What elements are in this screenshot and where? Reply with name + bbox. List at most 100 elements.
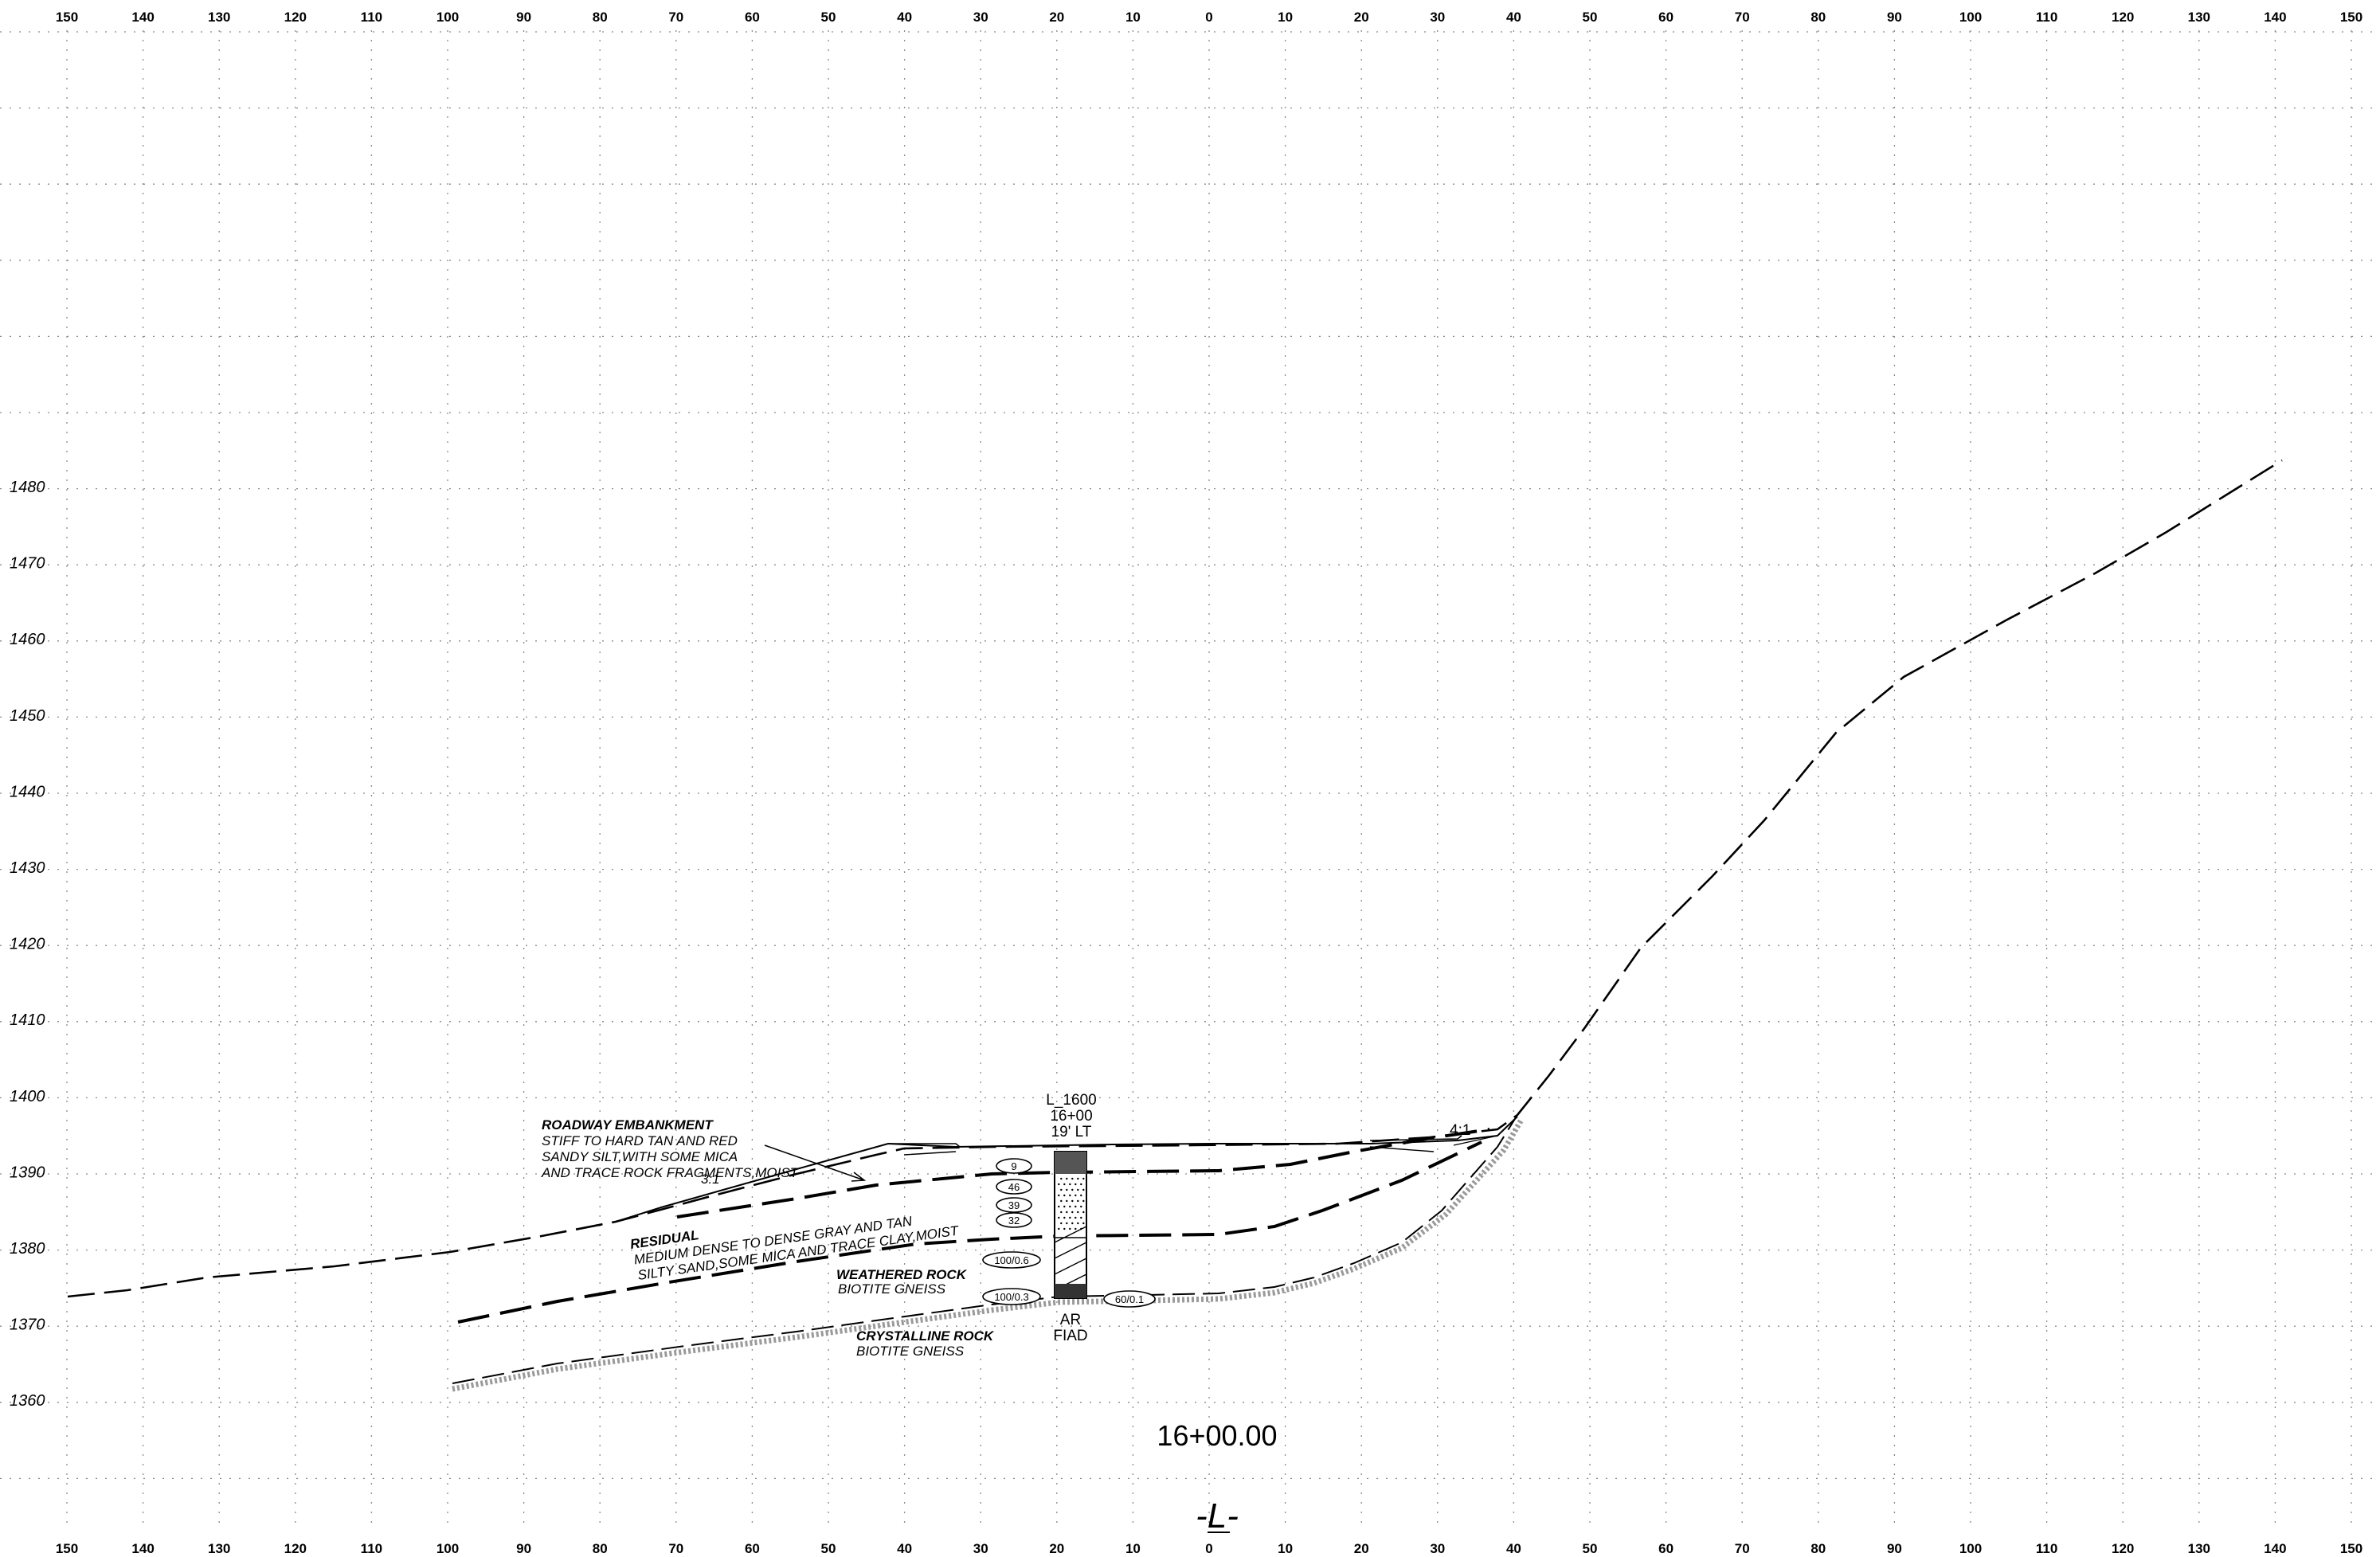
soil-stipple <box>1082 1199 1085 1203</box>
elevation-label: 1410 <box>10 1011 45 1029</box>
soil-stipple <box>1075 1183 1077 1186</box>
elevation-label: 1420 <box>10 936 45 953</box>
bottom-offset-label: 110 <box>2036 1541 2057 1556</box>
grid <box>0 30 2380 1525</box>
top-offset-label: 130 <box>2188 10 2210 25</box>
soil-stipple <box>1058 1205 1060 1208</box>
pavement-detail <box>888 1135 1462 1148</box>
soil-stipple <box>1069 1205 1071 1208</box>
bottom-offset-label: 100 <box>1959 1541 1982 1556</box>
top-offset-label: 70 <box>1735 10 1750 25</box>
soil-stipple <box>1066 1199 1068 1203</box>
embankment-line: AND TRACE ROCK FRAGMENTS,MOIST <box>541 1165 800 1180</box>
bottom-offset-label: 20 <box>1049 1541 1064 1556</box>
bottom-offset-label: 80 <box>593 1541 608 1556</box>
crystalline-rock-title: CRYSTALLINE ROCK <box>856 1328 995 1344</box>
soil-stipple <box>1082 1222 1085 1225</box>
bottom-offset-label: 150 <box>2340 1541 2362 1556</box>
bottom-offset-label: 120 <box>2112 1541 2134 1556</box>
bottom-offset-labels: 150 140 130 120 110 100 90 80 70 60 50 40 30 20 10 0 10 2… <box>56 1541 2362 1556</box>
bottom-offset-label: 100 <box>436 1541 459 1556</box>
top-offset-label: 140 <box>2264 10 2286 25</box>
top-offset-label: 70 <box>668 10 683 25</box>
crystalline-rock-note: CRYSTALLINE ROCK BIOTITE GNEISS <box>856 1328 995 1359</box>
bottom-offset-label: 50 <box>821 1541 836 1556</box>
soil-stipple <box>1066 1188 1068 1191</box>
crystalline-rock-line: BIOTITE GNEISS <box>856 1344 965 1359</box>
bottom-offset-label: 30 <box>1430 1541 1445 1556</box>
elevation-label: 1460 <box>10 631 45 648</box>
top-offset-label: 100 <box>1959 10 1982 25</box>
boring-id: L_1600 <box>1046 1092 1096 1109</box>
top-offset-label: 10 <box>1278 10 1293 25</box>
top-offset-label: 150 <box>56 10 78 25</box>
blow-count: 100/0.6 <box>982 1251 1041 1269</box>
crystalline-rock-boundary <box>452 1114 1525 1392</box>
elevation-labels: 1480 1470 1460 1450 1440 1430 1420 1410 1400 1390… <box>10 479 45 1410</box>
alignment-label: -L- <box>1196 1496 1239 1535</box>
bottom-offset-label: 90 <box>516 1541 531 1556</box>
soil-stipple <box>1069 1216 1071 1219</box>
bottom-offset-label: 30 <box>973 1541 988 1556</box>
elevation-label: 1470 <box>10 555 45 573</box>
soil-stipple <box>1075 1205 1077 1208</box>
top-offset-label: 10 <box>1125 10 1141 25</box>
embankment-residual-boundary <box>676 1128 1490 1219</box>
soil-stipple <box>1058 1216 1060 1219</box>
bottom-offset-label: 150 <box>56 1541 78 1556</box>
soil-stipple <box>1082 1188 1085 1191</box>
soil-stipple <box>1063 1183 1066 1186</box>
weathered-rock-line: BIOTITE GNEISS <box>838 1281 946 1297</box>
soil-stipple <box>1077 1199 1079 1203</box>
elevation-label: 1430 <box>10 859 45 877</box>
elevation-label: 1360 <box>10 1392 45 1410</box>
top-offset-label: 140 <box>131 10 154 25</box>
embankment-title: ROADWAY EMBANKMENT <box>542 1117 714 1133</box>
soil-stipple <box>1071 1177 1074 1180</box>
bottom-offset-label: 10 <box>1278 1541 1293 1556</box>
top-offset-label: 80 <box>1810 10 1826 25</box>
elevation-label: 1440 <box>10 783 45 800</box>
elevation-label: 1380 <box>10 1240 45 1258</box>
top-offset-labels: 150 140 130 120 110 100 90 80 70 60 50 40 30 20 10 0 10 2… <box>56 10 2362 25</box>
top-offset-label: 30 <box>1430 10 1445 25</box>
top-offset-label: 20 <box>1354 10 1369 25</box>
boring-termination-note: FIAD <box>1053 1328 1087 1344</box>
bottom-offset-label: 140 <box>131 1541 154 1556</box>
soil-stipple <box>1060 1222 1063 1225</box>
soil-stipple <box>1071 1199 1074 1203</box>
top-offset-label: 50 <box>821 10 836 25</box>
top-offset-label: 120 <box>2112 10 2134 25</box>
svg-text:100/0.3: 100/0.3 <box>994 1291 1028 1303</box>
residual-weathered-boundary <box>457 1140 1482 1324</box>
bottom-offset-label: 70 <box>668 1541 683 1556</box>
boring-offset: 19' LT <box>1051 1124 1092 1140</box>
blow-count: 32 <box>996 1212 1032 1228</box>
soil-stipple <box>1058 1183 1060 1186</box>
bottom-offset-label: 60 <box>745 1541 760 1556</box>
svg-text:60/0.1: 60/0.1 <box>1115 1293 1144 1305</box>
soil-stipple <box>1082 1211 1085 1214</box>
soil-stipple <box>1066 1222 1068 1225</box>
bottom-offset-label: 70 <box>1735 1541 1750 1556</box>
bottom-offset-label: 130 <box>2188 1541 2210 1556</box>
soil-stipple <box>1077 1211 1079 1214</box>
soil-stipple <box>1077 1177 1079 1180</box>
soil-stipple <box>1071 1188 1074 1191</box>
soil-stipple <box>1069 1227 1071 1230</box>
svg-text:32: 32 <box>1008 1215 1020 1226</box>
top-offset-label: 80 <box>593 10 608 25</box>
soil-stipple <box>1060 1211 1063 1214</box>
soil-stipple <box>1071 1222 1074 1225</box>
top-offset-label: 130 <box>208 10 230 25</box>
svg-text:39: 39 <box>1008 1199 1020 1211</box>
bottom-offset-label: 60 <box>1658 1541 1673 1556</box>
soil-stipple <box>1058 1194 1060 1197</box>
blow-count-labels: 9 46 39 32 100/0.6 100/0.3 60/0.1 <box>982 1158 1156 1308</box>
soil-stipple <box>1080 1216 1082 1219</box>
bottom-offset-label: 40 <box>1506 1541 1521 1556</box>
bottom-offset-label: 20 <box>1354 1541 1369 1556</box>
soil-stipple <box>1066 1177 1068 1180</box>
soil-stipple <box>1058 1227 1060 1230</box>
